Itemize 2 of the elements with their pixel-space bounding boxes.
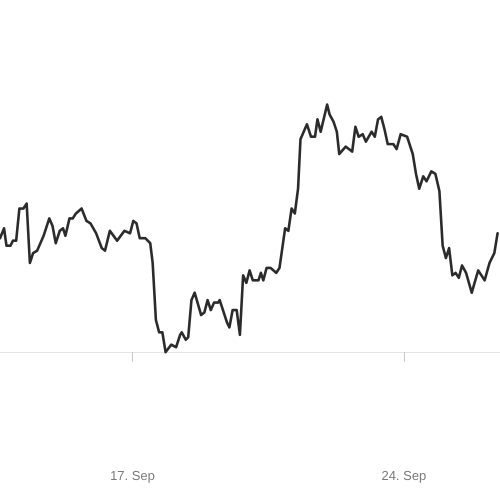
x-tick-label: 17. Sep [110,468,155,483]
x-tick-label: 24. Sep [381,468,426,483]
